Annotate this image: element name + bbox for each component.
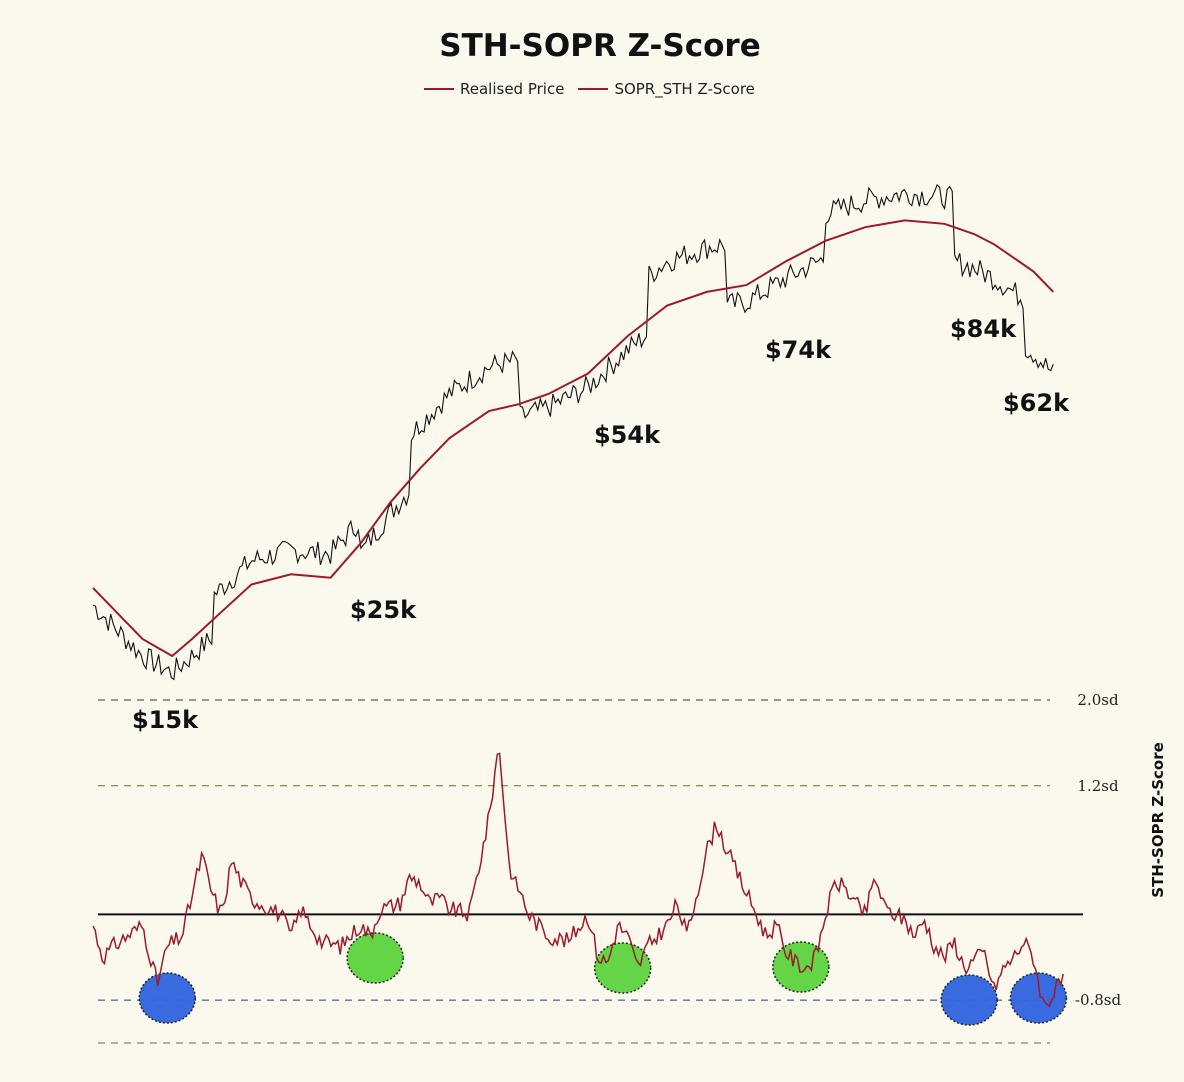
highlight-circle-4 [940, 974, 998, 1026]
legend-swatch-realised-price [424, 88, 454, 90]
zscore-line [92, 752, 1064, 1008]
highlight-circle-3 [772, 941, 830, 993]
chart-title: STH-SOPR Z-Score [439, 28, 761, 64]
legend-label-zscore: SOPR_STH Z-Score [614, 80, 755, 98]
legend-label-realised-price: Realised Price [460, 80, 565, 98]
highlight-circle-5 [1009, 972, 1068, 1024]
legend-swatch-zscore [578, 88, 609, 90]
price-annotation-4: $84k [950, 315, 1017, 343]
zscore-axis-title: STH-SOPR Z-Score [1149, 742, 1167, 898]
legend-item-zscore: SOPR_STH Z-Score [578, 80, 755, 98]
highlight-circle-2 [593, 942, 652, 994]
price-annotation-3: $74k [765, 336, 832, 364]
price-annotation-1: $25k [350, 596, 417, 624]
highlight-circle-1 [346, 932, 404, 984]
price-annotation-5: $62k [1003, 389, 1070, 417]
price-line [92, 184, 1054, 681]
legend-item-realised-price: Realised Price [424, 80, 564, 98]
ref-label-3: -0.8sd [1075, 991, 1122, 1009]
ref-label-1: 1.2sd [1077, 777, 1119, 795]
price-annotation-0: $15k [132, 706, 199, 734]
realised-price-line [92, 219, 1055, 658]
ref-label-0: 2.0sd [1077, 691, 1119, 709]
price-annotation-2: $54k [594, 421, 661, 449]
highlight-circle-0 [138, 972, 196, 1024]
chart-legend: Realised Price SOPR_STH Z-Score [424, 80, 769, 98]
